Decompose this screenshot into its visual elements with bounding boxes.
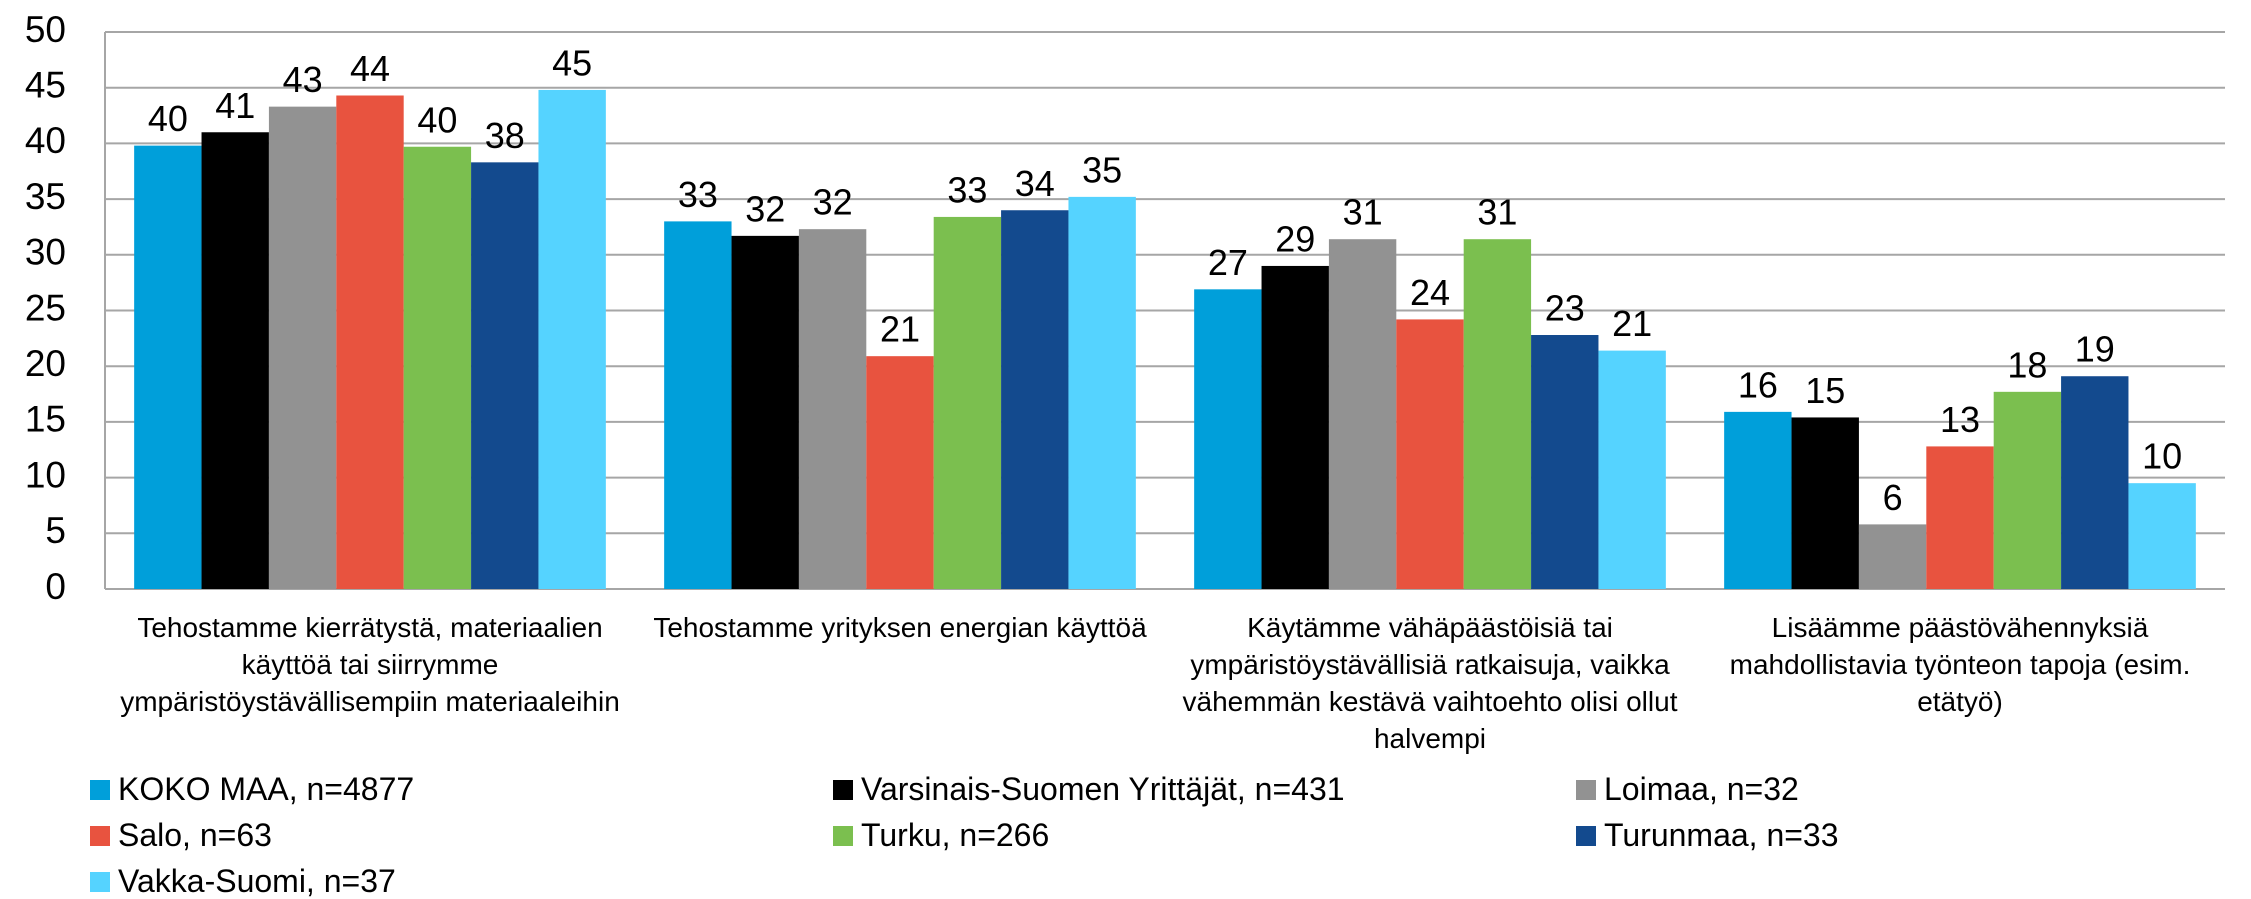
bar: [1396, 319, 1464, 589]
x-tick-label: Lisäämme päästövähennyksiä mahdollistavi…: [1729, 612, 2191, 717]
legend-item: Turku, n=266: [833, 817, 1049, 854]
data-label: 31: [1343, 192, 1383, 233]
bar: [1194, 289, 1262, 589]
data-label: 18: [2007, 344, 2047, 385]
data-label: 33: [678, 174, 718, 215]
x-tick-label: Tehostamme yrityksen energian käyttöä: [653, 612, 1147, 643]
data-label: 43: [283, 59, 323, 100]
data-label: 21: [880, 309, 920, 350]
legend-item: Vakka-Suomi, n=37: [90, 863, 396, 899]
y-tick-label: 5: [45, 510, 66, 551]
bar: [798, 229, 867, 590]
legend-item: Varsinais-Suomen Yrittäjät, n=431: [833, 771, 1345, 808]
legend-item: KOKO MAA, n=4877: [90, 771, 414, 808]
bar: [1531, 335, 1599, 589]
bar: [201, 132, 269, 589]
bar: [1993, 391, 2062, 589]
legend-swatch: [90, 871, 110, 892]
bar: [1598, 350, 1666, 589]
data-label: 6: [1883, 477, 1903, 518]
data-label: 27: [1208, 242, 1248, 283]
bar: [268, 106, 337, 589]
data-label: 16: [1738, 364, 1778, 405]
x-tick-label: Tehostamme kierrätystä, materiaalien käy…: [120, 612, 620, 717]
data-label: 24: [1410, 272, 1450, 313]
bar: [1724, 411, 1792, 589]
y-tick-label: 50: [25, 9, 66, 50]
data-label: 19: [2075, 329, 2115, 370]
y-tick-label: 20: [25, 343, 66, 384]
y-tick-label: 30: [25, 232, 66, 273]
legend-item: Salo, n=63: [90, 817, 272, 854]
bar: [731, 235, 799, 589]
bar: [1791, 417, 1859, 589]
legend-item: Turunmaa, n=33: [1576, 817, 1839, 854]
data-label: 32: [745, 188, 785, 229]
bar: [933, 216, 1002, 589]
data-label: 29: [1275, 218, 1315, 259]
legend-swatch: [833, 825, 853, 846]
data-label: 40: [148, 98, 188, 139]
legend-label: Salo, n=63: [118, 817, 272, 853]
data-label: 23: [1545, 288, 1585, 329]
bar: [538, 89, 606, 589]
data-label: 38: [485, 115, 525, 156]
bar: [336, 95, 404, 590]
legend-label: Turku, n=266: [861, 817, 1050, 853]
data-label: 35: [1082, 149, 1122, 190]
y-tick-label: 45: [25, 64, 66, 105]
bar: [2061, 376, 2129, 589]
bar: [1261, 265, 1329, 589]
data-label: 15: [1805, 370, 1845, 411]
y-tick-label: 40: [25, 120, 66, 161]
x-tick-label: Käytämme vähäpäästöisiä tai ympäristöyst…: [1182, 612, 1678, 754]
bar: [664, 221, 732, 589]
data-label: 10: [2142, 436, 2182, 477]
legend-label: KOKO MAA, n=4877: [118, 771, 415, 807]
bar: [1068, 196, 1136, 589]
bar: [403, 146, 472, 589]
y-tick-label: 35: [25, 176, 66, 217]
legend-swatch: [1576, 825, 1596, 846]
legend-label: Turunmaa, n=33: [1604, 817, 1839, 853]
data-label: 45: [552, 42, 592, 83]
legend-item: Loimaa, n=32: [1576, 771, 1799, 808]
bar: [1328, 239, 1397, 590]
bar: [1001, 210, 1069, 590]
bar: [866, 356, 934, 589]
y-tick-label: 10: [25, 454, 66, 495]
data-label: 13: [1940, 399, 1980, 440]
y-tick-label: 0: [45, 566, 66, 607]
bar: [2128, 483, 2196, 589]
legend-swatch: [90, 825, 110, 846]
y-tick-label: 25: [25, 287, 66, 328]
bar: [1858, 524, 1927, 589]
data-label: 44: [350, 48, 390, 89]
bar: [134, 145, 202, 590]
legend-swatch: [833, 779, 853, 800]
y-tick-label: 15: [25, 399, 66, 440]
data-label: 21: [1612, 303, 1652, 344]
data-label: 33: [947, 169, 987, 210]
legend-label: Vakka-Suomi, n=37: [118, 863, 396, 899]
data-label: 32: [813, 182, 853, 223]
data-label: 41: [215, 85, 255, 126]
data-label: 40: [417, 99, 457, 140]
data-label: 34: [1015, 163, 1055, 204]
legend-label: Loimaa, n=32: [1604, 771, 1799, 807]
bar: [1463, 239, 1532, 590]
bar: [471, 162, 539, 589]
legend-label: Varsinais-Suomen Yrittäjät, n=431: [861, 771, 1345, 807]
bar: [1926, 446, 1994, 589]
data-label: 31: [1477, 192, 1517, 233]
legend-swatch: [90, 779, 110, 800]
legend-swatch: [1576, 779, 1596, 800]
